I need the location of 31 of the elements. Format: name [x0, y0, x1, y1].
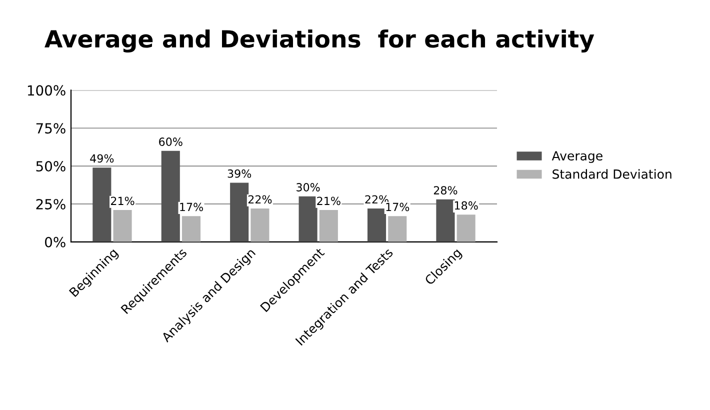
bar	[161, 150, 180, 242]
bar	[250, 208, 270, 242]
data-label: 60%	[159, 138, 182, 146]
bar	[436, 199, 455, 242]
chart-title: Average and Deviations for each activity	[44, 29, 594, 53]
data-label: 17%	[386, 202, 410, 212]
bar	[388, 216, 407, 242]
y-tick-label: 25%	[36, 198, 66, 210]
bar	[230, 182, 249, 242]
legend-label: Average	[552, 151, 602, 163]
bar	[298, 196, 318, 242]
data-label: 21%	[111, 196, 134, 206]
data-label: 39%	[228, 169, 252, 178]
y-tick-label: 50%	[36, 161, 66, 172]
bar	[113, 210, 132, 242]
y-tick-label: 100%	[28, 85, 66, 96]
bar	[182, 216, 201, 242]
bar	[456, 214, 476, 242]
y-tick-label: 0%	[45, 236, 66, 248]
data-label: 21%	[317, 196, 340, 206]
legend-label: Standard Deviation	[552, 169, 672, 179]
data-label: 49%	[90, 154, 114, 163]
y-tick-label: 75%	[36, 123, 66, 134]
bar	[92, 168, 112, 242]
bar	[367, 208, 386, 242]
data-label: 30%	[296, 183, 320, 192]
data-label: 17%	[180, 202, 203, 212]
data-label: 18%	[454, 201, 478, 210]
bar	[319, 210, 338, 242]
data-label: 28%	[434, 186, 458, 194]
data-label: 22%	[248, 195, 272, 204]
